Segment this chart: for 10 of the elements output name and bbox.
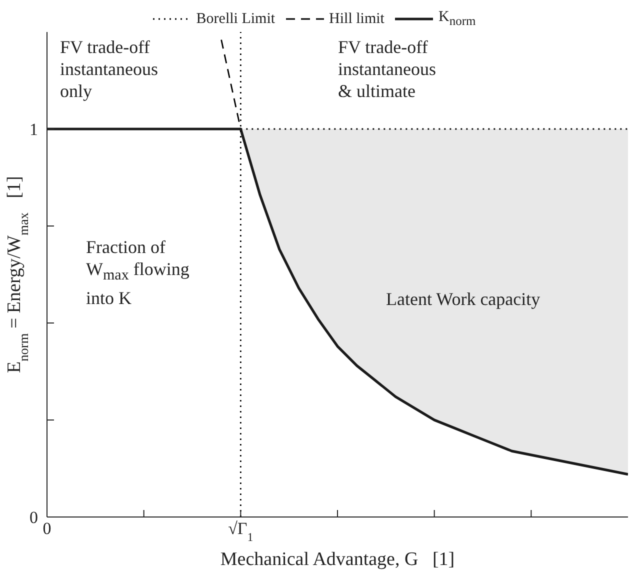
- legend-label: Hill limit: [329, 10, 384, 28]
- annotation: FV trade-off instantaneous only: [60, 36, 158, 102]
- legend-label: K$_{norm}$: [438, 9, 476, 29]
- annotation: FV trade-off instantaneous & ultimate: [338, 36, 436, 102]
- legend-label: Borelli Limit: [196, 10, 276, 28]
- x-tick-label: √Γ$_{1}$: [228, 519, 254, 544]
- annotation: Fraction of W$_{max}$ flowing into K: [86, 236, 190, 309]
- annotation: Latent Work capacity: [386, 288, 540, 310]
- y-tick-label: 1: [30, 120, 38, 140]
- x-axis-title: Mechanical Advantage, G [1]: [220, 549, 455, 570]
